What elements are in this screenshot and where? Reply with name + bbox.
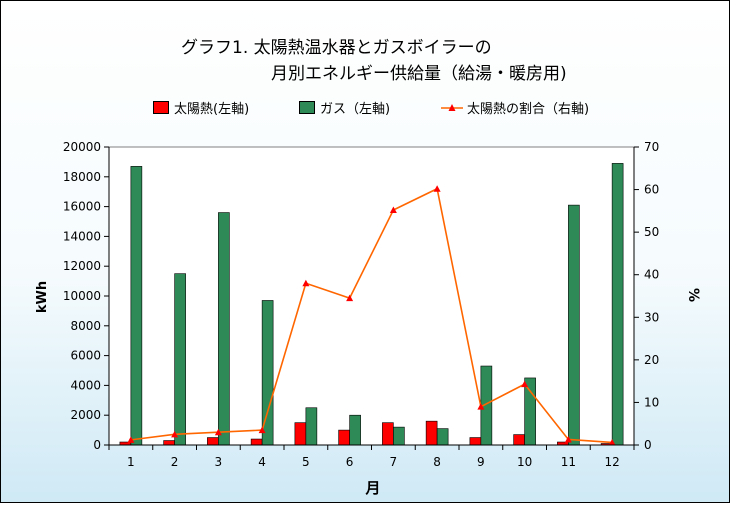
plot-area [108,146,635,446]
bar-gas-2 [174,273,186,446]
bar-solar-7 [382,422,394,446]
legend-label-solar: 太陽熱(左軸) [174,102,250,117]
legend-line-marker-ratio [441,103,463,111]
bar-gas-1 [130,166,143,446]
legend-item-ratio: 太陽熱の割合（右軸) [441,98,589,117]
bar-gas-11 [568,204,580,446]
y-right-tick-label: 10 [644,395,659,409]
bar-solar-8 [425,420,438,446]
point-ratio-10 [521,380,529,388]
y-left-tick-label: 12000 [63,259,101,273]
y-right-tick-label: 40 [644,268,659,282]
line-ratio [130,187,613,444]
point-ratio-6 [346,294,354,302]
bar-gas-7 [393,426,405,446]
bar-solar-6 [338,429,350,446]
y-left-tick-label: 18000 [63,170,101,184]
x-tick-label-7: 7 [390,455,398,469]
legend-label-gas: ガス（左軸) [320,102,391,117]
x-tick-label-10: 10 [517,455,532,469]
chart-title-line1: グラフ1. 太陽熱温水器とガスボイラーの [181,38,492,58]
bar-gas-3 [218,212,230,446]
bar-solar-5 [294,422,307,446]
legend-item-solar: 太陽熱(左軸) [153,98,249,117]
legend-swatch-gas [299,101,315,114]
y-right-tick-label: 30 [644,310,659,324]
y-right-tick-label: 50 [644,225,659,239]
bar-gas-12 [611,163,624,446]
x-axis-label: 月 [364,479,380,497]
bar-solar-3 [207,437,219,446]
point-ratio-1 [127,436,135,443]
y-left-tick-label: 8000 [70,319,101,333]
x-tick-label-3: 3 [215,455,223,469]
x-tick-label-12: 12 [604,455,619,469]
bar-solar-4 [250,438,263,446]
bar-solar-9 [469,437,482,446]
y-right-tick-label: 0 [644,438,652,452]
point-ratio-3 [214,428,222,436]
chart-title-line2: 月別エネルギー供給量（給湯・暖房用) [271,64,567,84]
x-tick-label-6: 6 [346,455,354,469]
y-right-tick-label: 20 [644,353,659,367]
y-left-tick-label: 16000 [63,200,101,214]
point-ratio-11 [564,435,572,443]
y-axis-right-label: % [685,288,701,302]
bar-solar-2 [163,440,175,446]
y-right-tick-label: 70 [644,140,659,154]
point-ratio-4 [258,426,266,434]
y-left-tick-label: 10000 [63,289,101,303]
y-left-tick-label: 0 [93,438,101,452]
y-right-tick-label: 60 [644,183,659,197]
y-axis-left-label: kWh [35,281,50,313]
bar-gas-6 [349,414,361,446]
bar-solar-10 [513,434,525,446]
point-ratio-12 [608,438,616,446]
y-left-tick-label: 6000 [70,349,101,363]
point-ratio-9 [477,403,485,410]
legend-swatch-solar [153,101,169,114]
bar-gas-8 [436,428,449,446]
bar-gas-10 [524,377,536,446]
point-ratio-5 [302,279,310,287]
x-tick-label-9: 9 [477,455,485,469]
x-tick-label-5: 5 [302,455,310,469]
x-tick-label-8: 8 [433,455,441,469]
y-left-tick-label: 20000 [63,140,101,154]
x-tick-label-4: 4 [258,455,266,469]
y-left-tick-label: 2000 [70,408,101,422]
legend-item-gas: ガス（左軸) [299,98,390,117]
x-tick-label-2: 2 [171,455,179,469]
x-tick-label-11: 11 [561,455,576,469]
bar-gas-5 [305,407,318,446]
y-left-tick-label: 14000 [63,229,101,243]
point-ratio-2 [171,430,179,438]
legend-label-ratio: 太陽熱の割合（右軸) [467,102,590,117]
point-ratio-8 [433,185,441,192]
y-left-tick-label: 4000 [70,378,101,392]
point-ratio-7 [389,206,397,214]
x-tick-label-1: 1 [127,455,135,469]
